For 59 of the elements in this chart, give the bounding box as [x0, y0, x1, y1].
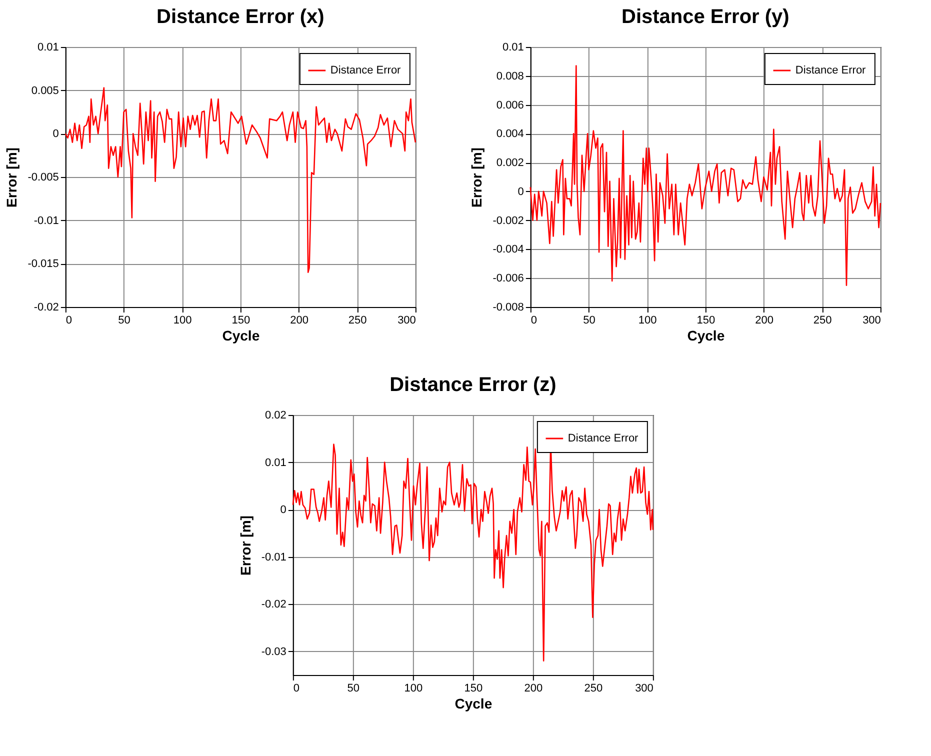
line-series: [292, 441, 654, 662]
x-tick-label: 150: [696, 314, 716, 326]
y-axis-title: Error [m]: [4, 148, 20, 208]
x-tick-label: 300: [635, 682, 654, 694]
x-tick-label: 150: [464, 682, 483, 694]
y-tick-label: 0.01: [38, 42, 59, 54]
y-tick-label: 0.01: [502, 42, 524, 54]
x-tick-label: 250: [813, 314, 832, 326]
y-tick-label: 0.02: [265, 410, 286, 422]
x-tick-label: 200: [290, 314, 308, 326]
x-tick-label: 50: [118, 314, 130, 326]
y-tick-label: 0.01: [265, 456, 286, 469]
y-tick-label: 0: [280, 504, 286, 516]
chart-title: Distance Error (x): [156, 6, 324, 28]
y-tick-label: 0.006: [496, 99, 524, 112]
x-tick-label: 100: [638, 314, 657, 326]
x-tick-label: 200: [524, 682, 543, 694]
y-tick-label: -0.01: [261, 551, 286, 564]
y-tick-label: -0.01: [34, 214, 59, 227]
y-tick-label: 0.004: [496, 128, 524, 140]
x-tick-label: 0: [293, 682, 300, 694]
y-tick-label: -0.004: [492, 244, 524, 256]
x-axis-title: Cycle: [687, 328, 725, 344]
x-axis-title: Cycle: [454, 696, 492, 712]
x-tick-label: 0: [66, 314, 72, 326]
x-axis-title: Cycle: [222, 328, 260, 344]
y-tick-label: 0.005: [31, 84, 59, 97]
y-tick-label: 0.008: [496, 70, 524, 82]
line-series: [64, 87, 416, 273]
x-tick-label: 300: [862, 314, 881, 326]
chart-title: Distance Error (z): [390, 374, 556, 396]
y-tick-label: -0.006: [492, 272, 524, 285]
y-axis-title: Error [m]: [237, 516, 254, 576]
y-tick-label: -0.02: [261, 598, 286, 611]
y-tick-label: 0: [52, 128, 59, 140]
x-tick-label: 50: [347, 682, 360, 694]
line-series: [530, 65, 882, 286]
y-tick-label: 0: [518, 186, 524, 198]
x-tick-label: 300: [398, 314, 416, 326]
x-tick-label: 100: [173, 314, 192, 326]
chart-title: Distance Error (y): [622, 6, 790, 28]
legend-label: Distance Error: [330, 64, 402, 76]
y-tick-label: -0.03: [261, 646, 286, 658]
x-tick-label: 50: [583, 314, 596, 326]
legend-label: Distance Error: [568, 432, 639, 444]
y-tick-label: -0.02: [34, 302, 59, 314]
y-tick-label: 0.002: [496, 157, 524, 170]
x-tick-label: 150: [232, 314, 250, 326]
x-tick-label: 100: [404, 682, 423, 694]
y-tick-label: -0.008: [492, 302, 524, 314]
y-tick-label: -0.005: [28, 172, 59, 184]
legend-label: Distance Error: [795, 64, 866, 76]
y-tick-label: -0.015: [28, 258, 59, 270]
x-tick-label: 0: [530, 314, 538, 326]
y-axis-title: Error [m]: [468, 148, 485, 208]
x-tick-label: 250: [348, 314, 367, 326]
y-tick-label: -0.002: [492, 214, 524, 227]
x-tick-label: 200: [755, 314, 774, 326]
x-tick-label: 250: [584, 682, 603, 694]
